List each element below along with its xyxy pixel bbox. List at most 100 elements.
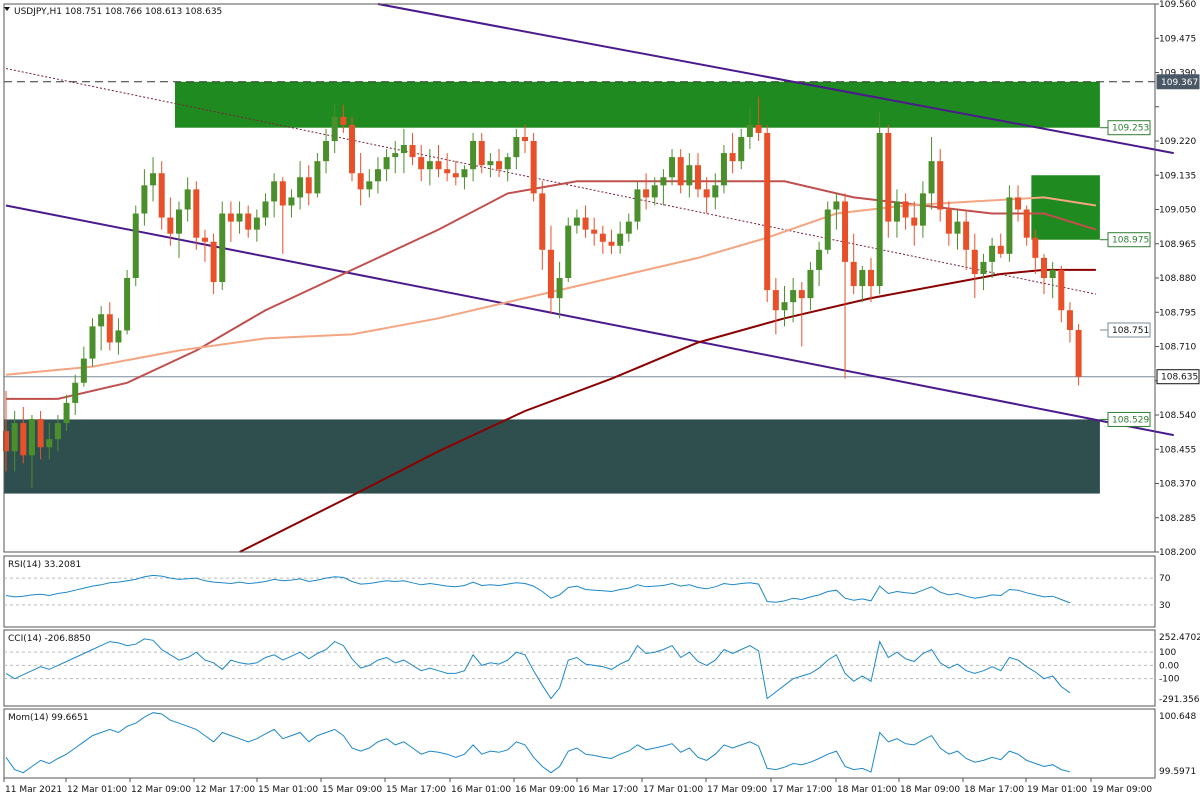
candle-bear bbox=[1023, 209, 1030, 238]
candle-bear bbox=[850, 261, 857, 287]
indicator-tick-label: 0.00 bbox=[1159, 661, 1179, 671]
candle-bear bbox=[1032, 237, 1039, 258]
price-tick-label: 109.220 bbox=[1159, 137, 1196, 147]
candle-bear bbox=[677, 157, 684, 186]
price-tick-label: 108.285 bbox=[1159, 514, 1196, 524]
candle-bear bbox=[1075, 329, 1082, 377]
candle-bear bbox=[591, 229, 598, 234]
candle-bear bbox=[755, 124, 762, 133]
candle-bull bbox=[487, 161, 494, 166]
candle-bear bbox=[305, 177, 312, 194]
candle-bull bbox=[824, 209, 831, 250]
candle-bear bbox=[997, 245, 1004, 254]
indicator-tick-label: 70 bbox=[1159, 574, 1171, 584]
candle-bull bbox=[392, 153, 399, 158]
indicator-tick-label: 99.5971 bbox=[1159, 767, 1196, 777]
lower-channel-line bbox=[5, 204, 1174, 437]
time-tick-label: 12 Mar 01:00 bbox=[67, 785, 127, 795]
candle-bull bbox=[1049, 269, 1056, 278]
candle-bull bbox=[219, 213, 226, 283]
upper-channel-line bbox=[377, 3, 1174, 155]
candle-bull bbox=[686, 165, 693, 186]
symbol-header: USDJPY,H1 108.751 108.766 108.613 108.63… bbox=[14, 7, 222, 17]
candle-bear bbox=[703, 189, 710, 198]
candle-bull bbox=[859, 269, 866, 287]
candle-bull bbox=[176, 209, 182, 234]
candle-bull bbox=[400, 145, 407, 154]
candle-bull bbox=[141, 185, 148, 214]
candle-bull bbox=[573, 217, 580, 226]
indicator-tick-label: -291.3562 bbox=[1159, 695, 1200, 705]
ma-dark bbox=[239, 268, 1096, 553]
zones-layer bbox=[4, 81, 1100, 494]
candle-bull bbox=[807, 269, 814, 299]
candle-bull bbox=[46, 439, 53, 448]
price-label-text: 108.529 bbox=[1112, 415, 1149, 425]
time-tick-label: 12 Mar 09:00 bbox=[131, 785, 191, 795]
candle-bear bbox=[227, 213, 234, 222]
candle-bear bbox=[20, 423, 27, 456]
candle-bull bbox=[669, 157, 676, 178]
time-tick-label: 19 Mar 09:00 bbox=[1092, 785, 1152, 795]
candle-bear bbox=[643, 189, 650, 198]
candle-bear bbox=[435, 161, 442, 170]
supply-box-small bbox=[1031, 175, 1100, 240]
time-tick-label: 16 Mar 09:00 bbox=[515, 785, 575, 795]
candle-bear bbox=[772, 290, 779, 311]
candle-bear bbox=[444, 169, 451, 174]
time-tick-label: 19 Mar 01:00 bbox=[1027, 785, 1087, 795]
candle-bull bbox=[253, 217, 260, 230]
candle-bull bbox=[366, 181, 373, 190]
supply-zone bbox=[175, 81, 1100, 128]
price-label-text: 108.975 bbox=[1112, 236, 1149, 246]
candle-bull bbox=[720, 153, 727, 186]
candle-bear bbox=[902, 201, 909, 218]
candle-bull bbox=[781, 302, 788, 311]
candle-bull bbox=[124, 278, 131, 331]
price-label-text: 108.635 bbox=[1161, 373, 1198, 383]
dropdown-triangle-icon[interactable] bbox=[4, 7, 10, 11]
time-tick-label: 12 Mar 17:00 bbox=[195, 785, 255, 795]
price-label-text: 108.751 bbox=[1112, 326, 1149, 336]
candle-bear bbox=[418, 157, 425, 170]
candle-bear bbox=[349, 124, 355, 174]
price-tick-label: 108.370 bbox=[1159, 480, 1196, 490]
candle-bull bbox=[297, 177, 304, 198]
price-tick-label: 109.050 bbox=[1159, 206, 1196, 216]
candle-bull bbox=[790, 290, 797, 303]
candle-bull bbox=[314, 161, 321, 194]
time-tick-label: 11 Mar 2021 bbox=[5, 785, 62, 795]
indicator-title: RSI(14) 33.2081 bbox=[8, 560, 81, 570]
indicator-panel-mom: Mom(14) 99.6651 100.648 99.5971 bbox=[3, 708, 1196, 779]
candle-bear bbox=[452, 173, 459, 178]
price-label-text: 109.253 bbox=[1112, 124, 1149, 134]
candle-bear bbox=[1015, 197, 1022, 210]
candle-bear bbox=[963, 221, 970, 250]
time-tick-label: 18 Mar 01:00 bbox=[837, 785, 897, 795]
time-tick-label: 17 Mar 09:00 bbox=[707, 785, 767, 795]
price-tick-label: 108.540 bbox=[1159, 411, 1196, 421]
indicator-tick-label: -100 bbox=[1159, 675, 1180, 685]
candle-bear bbox=[106, 314, 113, 343]
candle-bull bbox=[833, 201, 840, 210]
candle-bull bbox=[28, 419, 35, 456]
candle-bull bbox=[513, 136, 520, 158]
candle-bear bbox=[971, 249, 978, 274]
time-tick-label: 15 Mar 09:00 bbox=[322, 785, 382, 795]
candle-bull bbox=[11, 423, 18, 452]
candle-bull bbox=[928, 161, 935, 194]
candle-bear bbox=[911, 217, 918, 226]
price-tick-label: 108.455 bbox=[1159, 445, 1196, 455]
candle-bull bbox=[89, 326, 96, 359]
candle-bull bbox=[271, 181, 278, 202]
candle-bear bbox=[1041, 257, 1047, 278]
candle-bear bbox=[158, 173, 165, 218]
candle-bull bbox=[893, 201, 900, 222]
candle-bull bbox=[625, 221, 632, 234]
candle-bull bbox=[262, 201, 269, 218]
candle-bull bbox=[617, 233, 624, 246]
candle-bull bbox=[712, 185, 719, 198]
candle-bull bbox=[288, 197, 295, 206]
